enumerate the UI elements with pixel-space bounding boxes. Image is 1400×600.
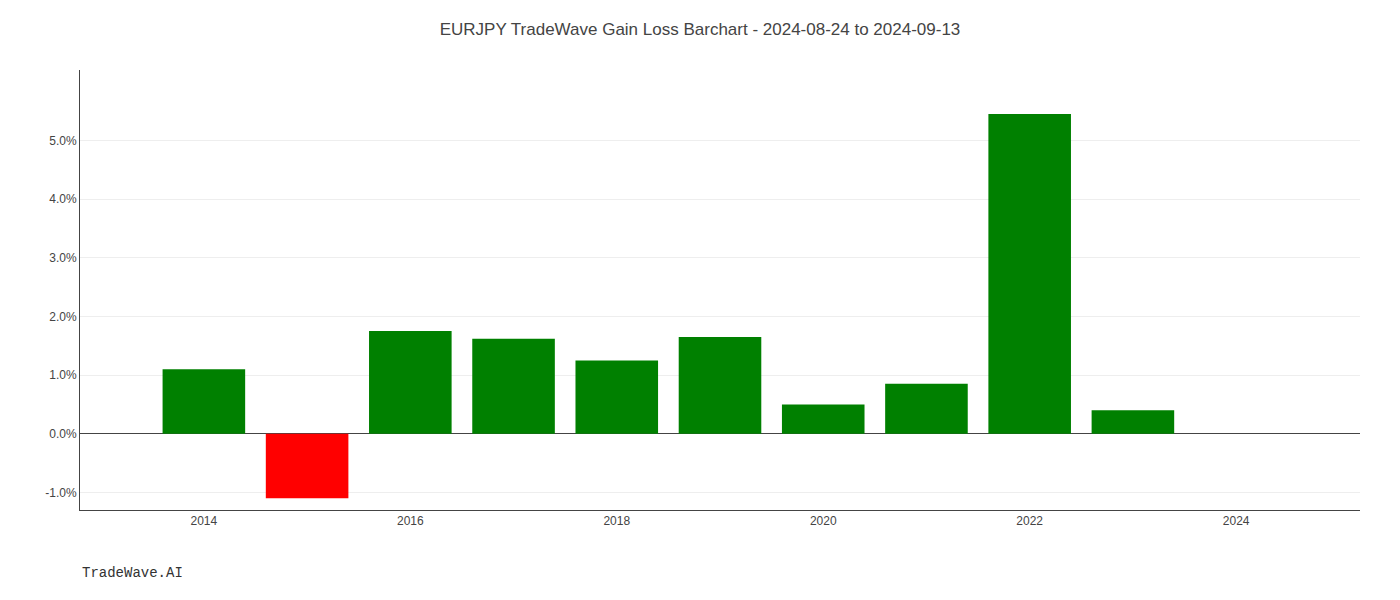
svg-text:1.0%: 1.0% [49,368,77,382]
svg-text:3.0%: 3.0% [49,251,77,265]
svg-text:2014: 2014 [191,514,218,528]
svg-text:0.0%: 0.0% [49,427,77,441]
svg-text:2020: 2020 [810,514,837,528]
svg-text:EURJPY TradeWave Gain Loss Bar: EURJPY TradeWave Gain Loss Barchart - 20… [440,20,961,39]
svg-text:2.0%: 2.0% [49,310,77,324]
svg-text:2022: 2022 [1016,514,1043,528]
svg-text:2016: 2016 [397,514,424,528]
svg-text:TradeWave.AI: TradeWave.AI [82,565,183,581]
svg-text:4.0%: 4.0% [49,192,77,206]
svg-text:5.0%: 5.0% [49,134,77,148]
svg-text:2018: 2018 [603,514,630,528]
svg-text:-1.0%: -1.0% [45,486,77,500]
svg-text:2024: 2024 [1223,514,1250,528]
